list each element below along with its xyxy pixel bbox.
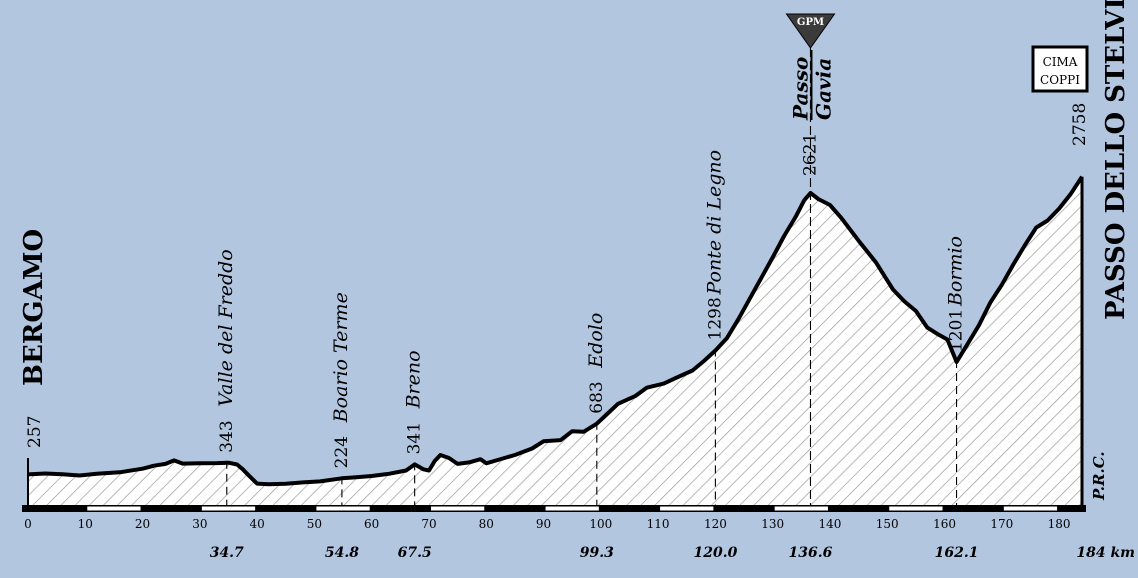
gavia-name-line2: Gavia — [811, 58, 835, 120]
x-tick-label: 180 — [1048, 517, 1071, 531]
waypoint-altitude: 257 — [25, 416, 45, 448]
axis-segment — [201, 506, 256, 511]
axis-segment — [316, 506, 370, 511]
x-tick-label: 100 — [589, 517, 612, 531]
axis-segment — [831, 506, 886, 511]
cima-coppi-box — [1031, 45, 1089, 93]
x-tick-label: 170 — [990, 517, 1013, 531]
x-tick-label: 40 — [249, 517, 264, 531]
axis-segment — [946, 506, 1000, 511]
axis-segment — [373, 506, 427, 511]
waypoint-altitude: 1201 — [947, 309, 967, 352]
axis-segment — [602, 506, 657, 511]
axis-segment — [144, 506, 198, 511]
axis-segment — [774, 506, 828, 511]
waypoint-km-label: 162.1 — [935, 545, 979, 561]
x-tick-label: 80 — [479, 517, 494, 531]
axis-segment — [1003, 506, 1058, 511]
start-name: BERGAMO — [19, 229, 49, 386]
waypoint-name: Boario Terme — [330, 292, 352, 423]
x-tick-label: 130 — [761, 517, 784, 531]
x-tick-label: 90 — [536, 517, 551, 531]
credit-label: P.R.C. — [1090, 451, 1108, 501]
waypoint-name: Edolo — [585, 313, 607, 369]
axis-segment — [30, 506, 84, 511]
waypoint-km-label: 99.3 — [580, 545, 614, 561]
waypoint-km-label: 120.0 — [693, 545, 737, 561]
axis-segment — [660, 506, 714, 511]
waypoint-km-label: 34.7 — [210, 545, 244, 561]
profile-area — [28, 176, 1082, 505]
x-tick-label: 160 — [933, 517, 956, 531]
x-tick-label: 20 — [135, 517, 150, 531]
waypoint-altitude: 2621 — [800, 133, 820, 176]
x-tick-label: 0 — [24, 517, 32, 531]
gpm-badge — [785, 13, 836, 49]
finish-name: PASSO DELLO STELVIO — [1101, 0, 1131, 320]
x-tick-label: 110 — [647, 517, 670, 531]
axis-segment — [545, 506, 599, 511]
waypoint-altitude: 224 — [332, 436, 352, 468]
waypoint-km-label: 67.5 — [398, 545, 432, 561]
axis-segment — [889, 506, 943, 511]
axis-segment — [488, 506, 542, 511]
axis-segment — [87, 506, 141, 511]
axis-segment — [717, 506, 771, 511]
waypoint-name: Breno — [403, 350, 425, 409]
profile-line — [27, 175, 1084, 487]
axis-segment — [430, 506, 485, 511]
waypoint-altitude: 2758 — [1070, 103, 1090, 146]
axis-segment — [1061, 506, 1080, 511]
cima-coppi-line2: COPPI — [1040, 73, 1080, 87]
waypoint-name: Valle del Freddo — [215, 249, 237, 407]
cima-coppi-line1: CIMA — [1043, 55, 1078, 69]
x-tick-label: 10 — [78, 517, 93, 531]
gavia-name-line1: Passo — [788, 57, 812, 121]
x-tick-label: 30 — [192, 517, 207, 531]
x-tick-label: 50 — [307, 517, 322, 531]
gpm-badge-label: GPM — [797, 17, 824, 28]
total-distance-label: 184 km — [1076, 545, 1135, 561]
waypoint-altitude: 341 — [405, 422, 425, 454]
x-tick-label: 70 — [421, 517, 436, 531]
waypoint-altitude: 343 — [217, 420, 237, 452]
waypoint-name: Ponte di Legno — [703, 150, 725, 296]
x-tick-label: 150 — [876, 517, 899, 531]
waypoint-km-label: 136.6 — [789, 545, 833, 561]
waypoint-km-label: 54.8 — [325, 545, 359, 561]
waypoint-altitude: 1298 — [705, 297, 725, 340]
x-tick-label: 60 — [364, 517, 379, 531]
waypoint-altitude: 683 — [587, 381, 607, 413]
x-tick-label: 140 — [819, 517, 842, 531]
axis-segment — [259, 506, 313, 511]
waypoint-name: Bormio — [945, 236, 967, 307]
x-tick-label: 120 — [704, 517, 727, 531]
